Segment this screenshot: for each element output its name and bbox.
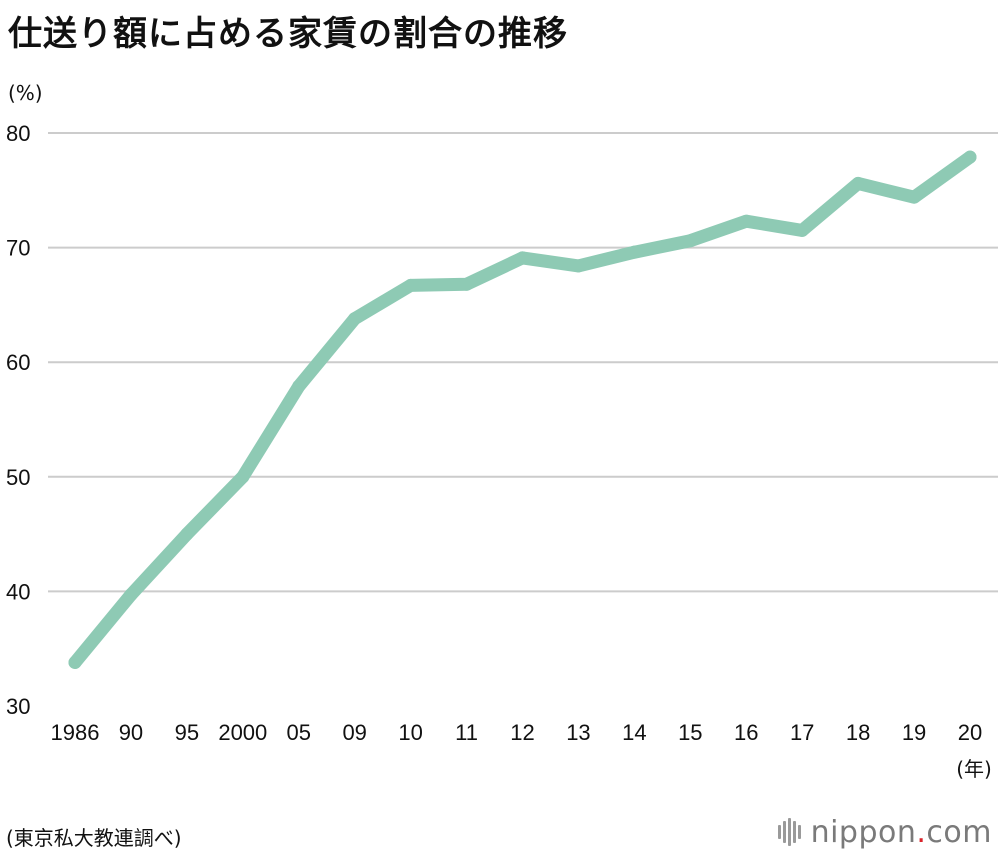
y-tick-label: 80 bbox=[6, 121, 30, 146]
data-point bbox=[907, 190, 921, 204]
logo-suffix: com bbox=[926, 814, 992, 850]
y-tick-label: 30 bbox=[6, 694, 30, 719]
data-point bbox=[404, 278, 418, 292]
data-point bbox=[516, 251, 529, 265]
x-tick-label: 10 bbox=[398, 720, 422, 745]
x-tick-label: 17 bbox=[790, 720, 814, 745]
y-axis-ticks: 30 40 50 60 70 80 bbox=[6, 121, 30, 719]
data-point bbox=[963, 150, 977, 164]
x-axis-unit-label: (年) bbox=[956, 757, 992, 781]
data-point bbox=[851, 176, 865, 190]
x-tick-label: 05 bbox=[287, 720, 311, 745]
x-tick-label: 11 bbox=[455, 720, 478, 745]
grid-lines bbox=[48, 132, 998, 593]
series-layer bbox=[68, 150, 977, 669]
data-point bbox=[460, 277, 474, 291]
data-point bbox=[124, 588, 138, 602]
nippon-logo: nippon.com bbox=[777, 812, 992, 852]
x-tick-label: 16 bbox=[734, 720, 758, 745]
x-tick-label: 1986 bbox=[51, 720, 100, 745]
logo-text: nippon.com bbox=[811, 815, 992, 850]
data-point bbox=[292, 379, 306, 393]
series-line bbox=[68, 150, 977, 669]
x-tick-label: 20 bbox=[958, 720, 982, 745]
x-tick-label: 95 bbox=[175, 720, 199, 745]
x-tick-label: 2000 bbox=[218, 720, 267, 745]
x-tick-label: 18 bbox=[846, 720, 870, 745]
data-point bbox=[348, 312, 362, 326]
data-point bbox=[795, 223, 809, 237]
y-tick-label: 70 bbox=[6, 236, 30, 261]
y-tick-label: 50 bbox=[6, 465, 30, 490]
logo-dot: . bbox=[916, 814, 927, 850]
data-point bbox=[236, 470, 250, 484]
x-tick-label: 09 bbox=[342, 720, 366, 745]
data-point bbox=[180, 527, 194, 541]
logo-name: nippon bbox=[810, 814, 917, 850]
logo-bars-icon bbox=[777, 818, 803, 846]
y-axis-unit-label: (%) bbox=[8, 81, 43, 105]
data-point bbox=[683, 234, 697, 248]
source-note: (東京私大教連調べ) bbox=[6, 826, 182, 850]
x-tick-label: 14 bbox=[622, 720, 646, 745]
x-tick-label: 15 bbox=[678, 720, 702, 745]
data-point bbox=[571, 259, 585, 273]
x-tick-label: 13 bbox=[566, 720, 590, 745]
x-tick-label: 12 bbox=[510, 720, 534, 745]
y-tick-label: 60 bbox=[6, 350, 30, 375]
x-axis-ticks: 1986 90 95 2000 05 09 10 11 12 13 14 15 16 17 18 19 20 bbox=[51, 720, 983, 745]
x-tick-label: 90 bbox=[119, 720, 143, 745]
data-point bbox=[627, 245, 641, 259]
data-point bbox=[68, 655, 82, 669]
x-tick-label: 19 bbox=[902, 720, 926, 745]
y-tick-label: 40 bbox=[6, 579, 30, 604]
data-point bbox=[739, 214, 753, 228]
chart-title: 仕送り額に占める家賃の割合の推移 bbox=[8, 14, 568, 54]
